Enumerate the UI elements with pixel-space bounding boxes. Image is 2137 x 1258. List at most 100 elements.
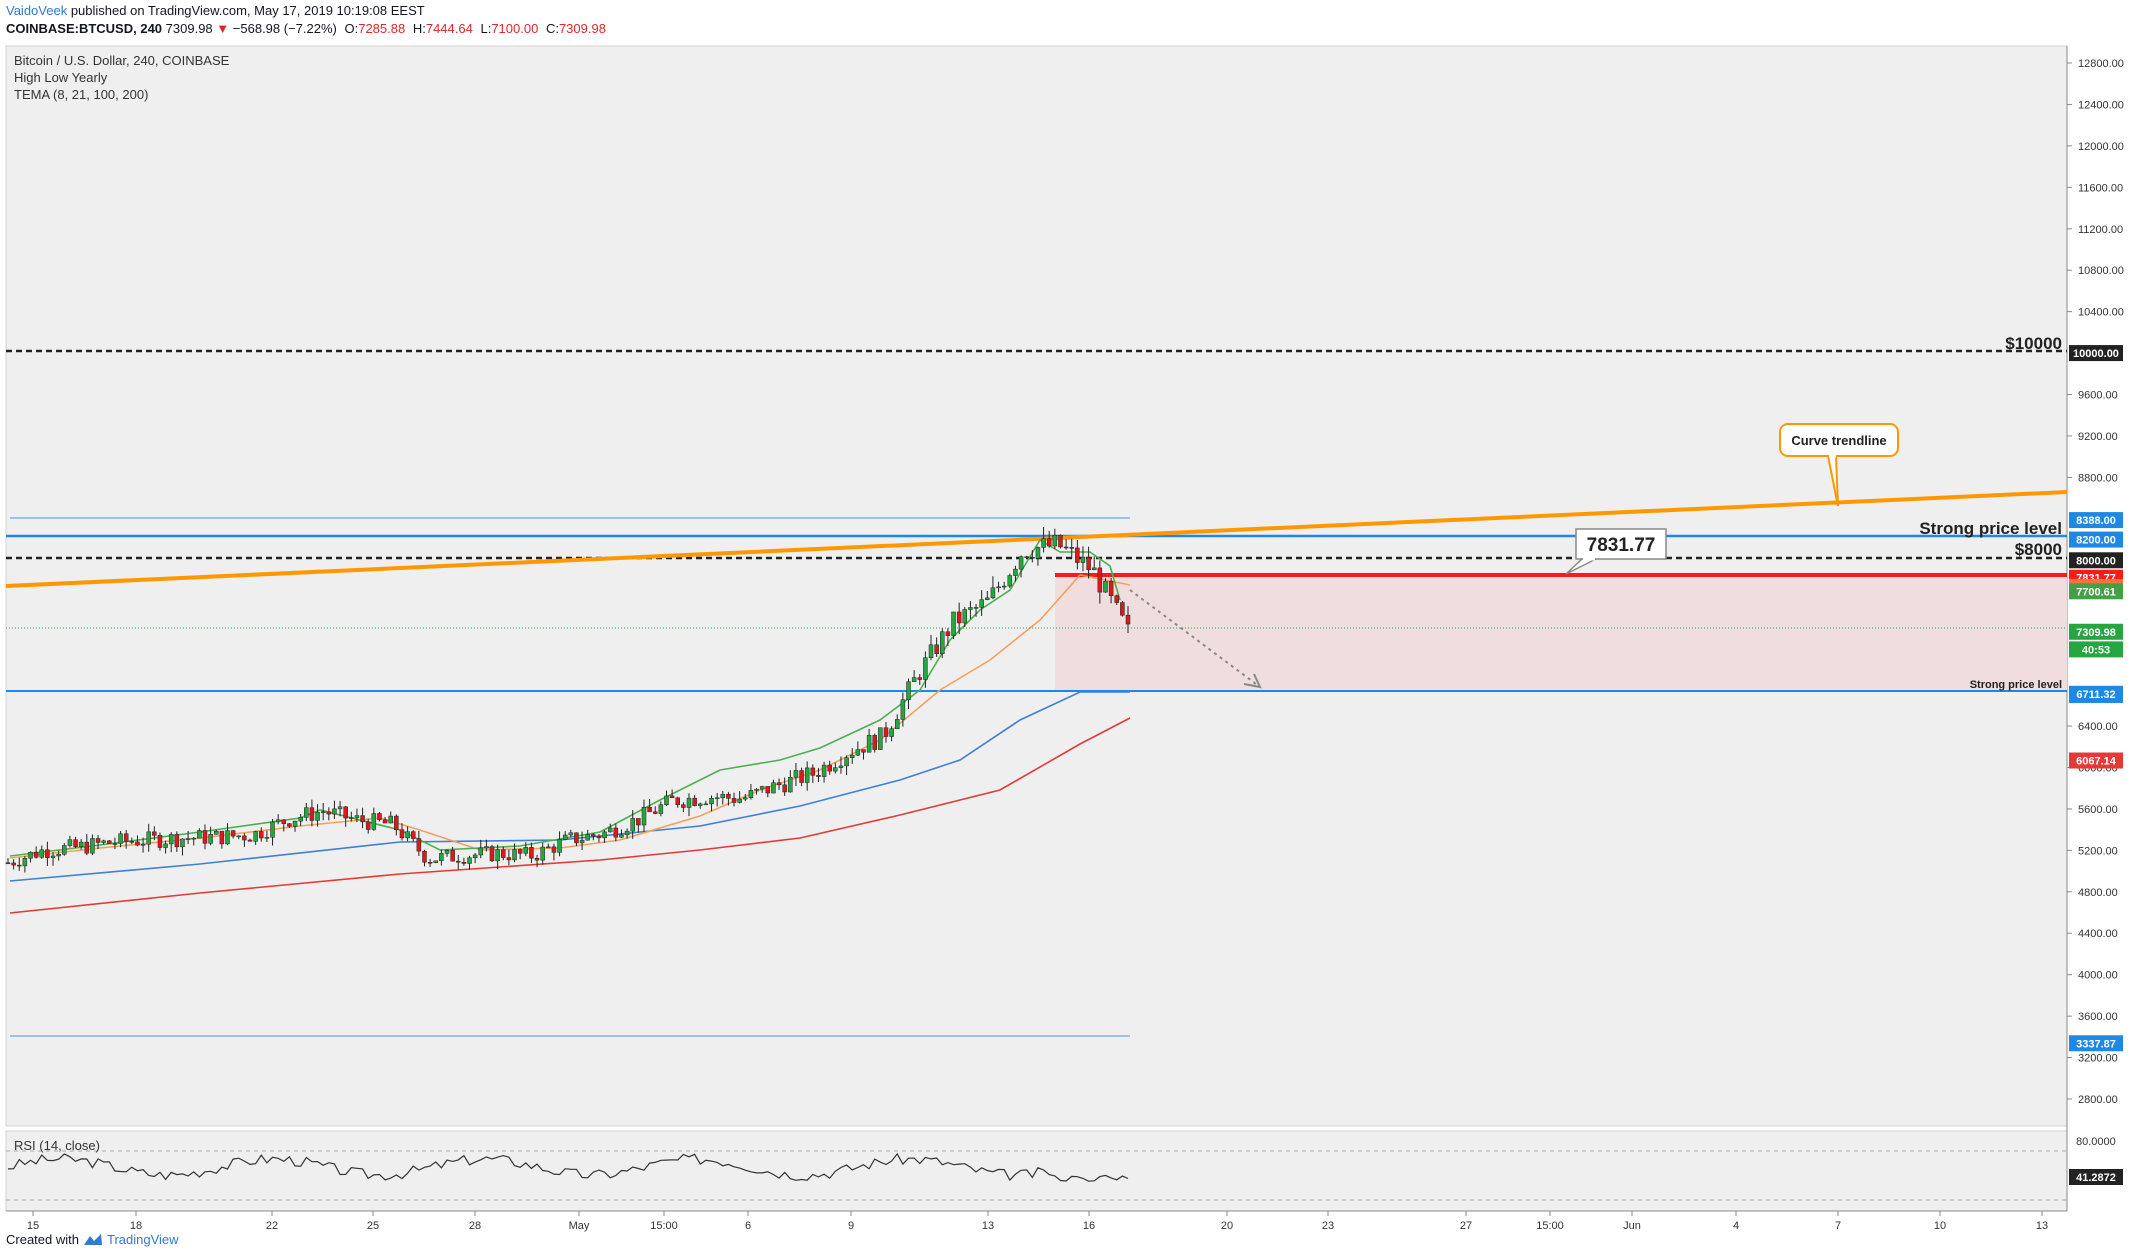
candle-body [309, 807, 315, 821]
candle-body [607, 827, 613, 833]
rsi-value-text: 41.2872 [2076, 1172, 2116, 1184]
candle-body [259, 831, 264, 839]
x-tick-label: 16 [1083, 1220, 1095, 1232]
target-zone [1055, 575, 2067, 690]
candle-body [360, 815, 365, 823]
candle-body [1035, 547, 1041, 559]
candle-body [50, 855, 56, 858]
x-tick-label: 28 [469, 1220, 481, 1232]
candle-body [861, 749, 866, 753]
candle-body [579, 839, 585, 844]
y-tick-label: 12400.00 [2078, 99, 2124, 111]
candle-body [956, 611, 962, 624]
candle-body [1103, 580, 1108, 593]
candle-body [703, 803, 709, 806]
candle-body [11, 862, 16, 866]
y-tick-label: 3600.00 [2078, 1011, 2118, 1023]
price-tag-text: 40:53 [2082, 644, 2110, 656]
price-callout[interactable]: 7831.77 [1565, 528, 1667, 575]
level-price-tag-text: 8388.00 [2076, 515, 2116, 527]
candle-body [247, 839, 253, 842]
open-label: O: [344, 21, 359, 36]
candle-body [1097, 567, 1103, 593]
candle-body [343, 806, 348, 819]
candle-body [5, 862, 11, 865]
candle-body [112, 843, 118, 845]
candle-body [681, 804, 686, 808]
candle-body [624, 830, 630, 836]
candle-body [878, 727, 883, 750]
candle-body [551, 846, 557, 853]
candle-body [844, 757, 849, 767]
symbol: COINBASE:BTCUSD, 240 [6, 21, 163, 36]
candle-body [523, 847, 529, 854]
candle-body [472, 854, 478, 859]
candle-body [135, 841, 140, 846]
candle-body [698, 803, 703, 806]
candle-body [765, 786, 771, 794]
footer-brand[interactable]: TradingView [106, 1232, 179, 1247]
open-value: 7285.88 [358, 21, 406, 36]
candle-body [1041, 538, 1046, 548]
rsi-value-tag [2069, 1169, 2123, 1185]
candle-body [416, 838, 422, 852]
candle-body [658, 804, 664, 814]
time-axis[interactable]: 15 18 22 25 28 May 15:00 6 9 13 16 20 23 27 15:00 Jun 4 7… [27, 1211, 2048, 1232]
candle-body [602, 831, 607, 839]
x-tick-label: 9 [848, 1220, 854, 1232]
last-price: 7309.98 [165, 21, 213, 36]
candle-body [33, 851, 39, 858]
candle-body [129, 841, 135, 843]
x-tick-label: 15 [27, 1220, 39, 1232]
candle-body [320, 811, 326, 814]
candle-body [39, 849, 45, 858]
candle-body [298, 817, 303, 822]
candle-body [67, 839, 73, 846]
candle-body [686, 797, 692, 808]
candle-body [45, 849, 50, 858]
y-tick-label: 10800.00 [2078, 265, 2124, 277]
candle-body [968, 607, 973, 610]
candle-body [354, 815, 360, 818]
tema-100-line [9, 691, 1130, 882]
price-axis[interactable]: 12800.00 12400.00 12000.00 11600.00 11200.00… [2067, 58, 2124, 1106]
candle-body [208, 834, 213, 844]
x-tick-label: 6 [745, 1220, 751, 1232]
candle-body [1080, 556, 1086, 563]
y-tick-label: 2800.00 [2078, 1094, 2118, 1106]
curve-trendline-callout[interactable]: Curve trendline [1779, 423, 1899, 507]
candle-body [517, 849, 523, 854]
author-link[interactable]: VaidoVeek [6, 3, 68, 18]
candle-body [776, 782, 782, 786]
candle-body [985, 597, 990, 600]
candle-body [574, 832, 579, 844]
x-tick-label: 4 [1733, 1220, 1739, 1232]
x-tick-label: 22 [266, 1220, 278, 1232]
candle-body [444, 849, 450, 854]
candle-body [17, 864, 22, 867]
y-tick-label: 4800.00 [2078, 887, 2118, 899]
candle-body [714, 797, 720, 800]
rsi-tick-80: 80.0000 [2076, 1136, 2116, 1148]
tradingview-logo-icon [83, 1233, 102, 1245]
candle-body [1046, 538, 1052, 547]
price-tag-text: 7309.98 [2076, 627, 2116, 639]
x-tick-label: 10 [1934, 1220, 1946, 1232]
candle-body [945, 631, 951, 636]
candle-body [591, 834, 596, 837]
candle-body [281, 819, 287, 824]
candle-body [1018, 556, 1024, 570]
candle-body [973, 607, 979, 609]
candle-body [1024, 556, 1029, 558]
price-tag [2069, 641, 2123, 658]
candle-body [726, 793, 731, 799]
close-value: 7309.98 [558, 21, 606, 36]
published-text: published on TradingView.com, May 17, 20… [70, 3, 425, 18]
candle-body [849, 754, 855, 758]
candle-body [855, 749, 861, 756]
candle-body [1086, 556, 1091, 571]
candle-body [236, 835, 242, 838]
candle-body [1069, 547, 1074, 549]
candle-body [669, 795, 675, 799]
